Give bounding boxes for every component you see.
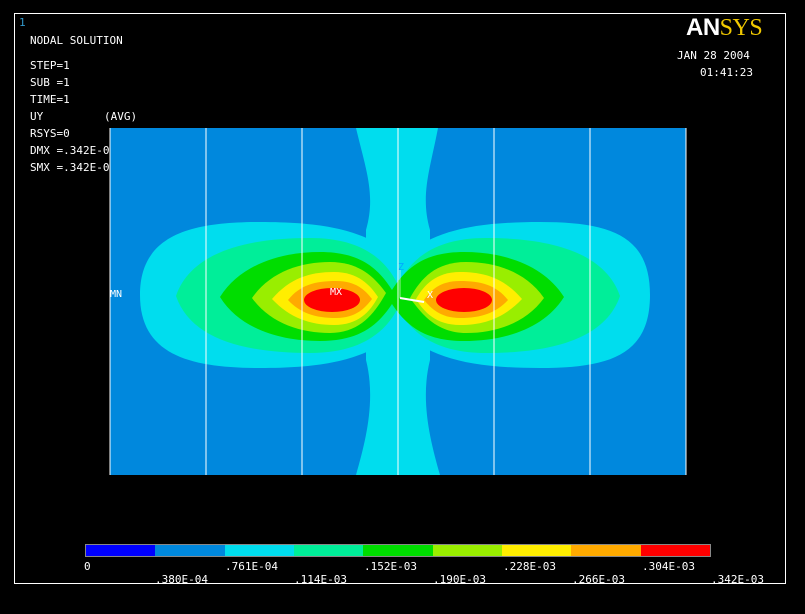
legend-swatch-7 [501,545,572,556]
sub-label: SUB =1 [30,76,70,89]
smx-label: SMX =.342E-03 [30,161,117,174]
legend-swatch-6 [432,545,502,556]
window-number: 1 [19,16,26,29]
legend-swatch-1 [86,545,156,556]
contour-legend-bar [85,544,711,557]
dmx-label: DMX =.342E-03 [30,144,117,157]
legend-swatch-5 [363,545,433,556]
quantity-label: UY [30,110,44,123]
legend-swatch-3 [224,545,294,556]
time-label-clock: 01:41:23 [700,66,753,79]
z-axis-label: Z [398,262,405,273]
contour-band-8-right [436,288,492,312]
legend-swatch-9 [640,545,710,556]
avg-label: (AVG) [104,110,138,123]
element-grid-lines [109,128,687,475]
x-axis-label: X [427,290,434,301]
legend-label-2: .761E-04 [225,560,278,573]
legend-swatch-4 [293,545,364,556]
step-label: STEP=1 [30,59,70,72]
solution-title: NODAL SOLUTION [30,34,123,47]
legend-label-3: .114E-03 [294,573,347,586]
rsys-label: RSYS=0 [30,127,70,140]
date-label: JAN 28 2004 [677,49,750,62]
min-marker: MN [110,289,123,300]
contour-band-8-left [304,288,360,312]
legend-swatch-2 [155,545,225,556]
legend-label-9: .342E-03 [711,573,764,586]
legend-label-1: .380E-04 [155,573,208,586]
legend-label-0: 0 [84,560,91,573]
time-label: TIME=1 [30,93,70,106]
max-marker: MX [330,287,343,298]
legend-label-4: .152E-03 [364,560,417,573]
legend-label-8: .304E-03 [642,560,695,573]
legend-label-5: .190E-03 [433,573,486,586]
legend-swatch-8 [571,545,641,556]
legend-label-7: .266E-03 [572,573,625,586]
legend-label-6: .228E-03 [503,560,556,573]
coordinate-triad [399,270,425,303]
ansys-logo: ANSYS [686,14,763,41]
graphics-window-frame [14,13,786,584]
